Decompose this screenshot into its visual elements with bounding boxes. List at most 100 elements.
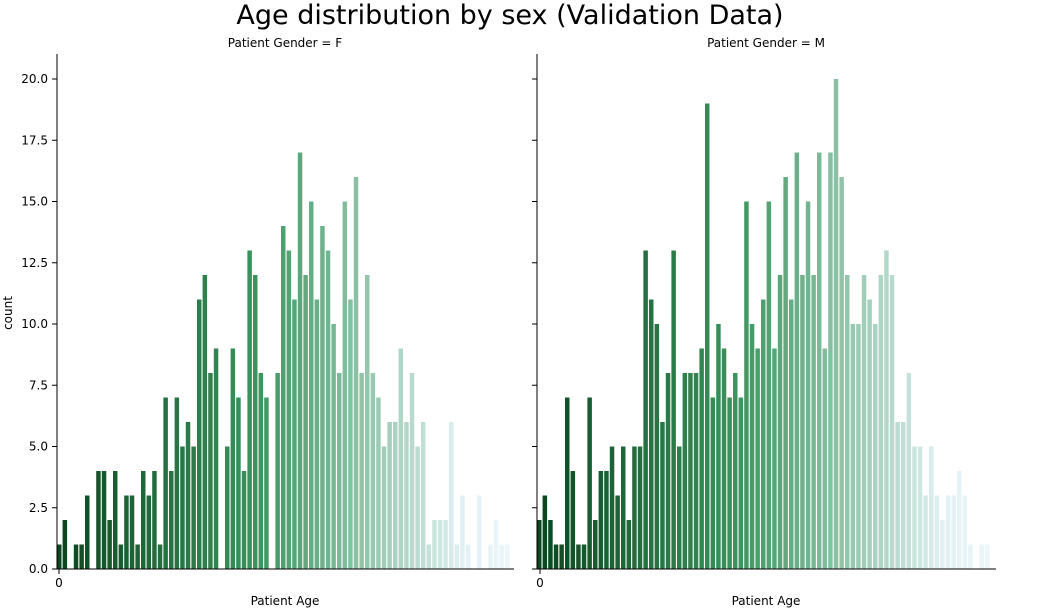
bar bbox=[626, 520, 632, 569]
bar bbox=[135, 544, 140, 569]
bar bbox=[202, 275, 208, 569]
bar bbox=[934, 495, 940, 569]
bar bbox=[96, 471, 101, 569]
bar bbox=[325, 250, 331, 569]
panel-subtitle: Patient Gender = M bbox=[707, 36, 825, 50]
y-tick-label: 0.0 bbox=[29, 562, 48, 576]
bar bbox=[570, 471, 576, 569]
y-tick-label: 7.5 bbox=[29, 378, 48, 392]
bar bbox=[615, 495, 620, 569]
bar bbox=[940, 520, 945, 569]
bar bbox=[565, 397, 570, 569]
bar bbox=[604, 471, 609, 569]
bar bbox=[581, 544, 587, 569]
bar bbox=[643, 250, 648, 569]
bar bbox=[381, 446, 387, 569]
bar bbox=[73, 544, 79, 569]
bar bbox=[609, 446, 615, 569]
bar bbox=[415, 446, 420, 569]
bar bbox=[85, 495, 90, 569]
bar bbox=[828, 152, 833, 569]
bar bbox=[733, 373, 738, 569]
bar bbox=[488, 544, 493, 569]
bar bbox=[923, 495, 928, 569]
x-axis-label: Patient Age bbox=[251, 594, 320, 608]
y-tick-label: 15.0 bbox=[21, 195, 48, 209]
bar bbox=[191, 446, 196, 569]
bar bbox=[968, 544, 973, 569]
panel-male: Patient Gender = M 0 Patient Age bbox=[532, 36, 996, 608]
bar bbox=[141, 471, 146, 569]
bar bbox=[124, 495, 129, 569]
bar bbox=[286, 250, 292, 569]
bar bbox=[208, 373, 213, 569]
bar bbox=[789, 299, 794, 569]
bar bbox=[861, 275, 867, 569]
y-tick-label: 12.5 bbox=[21, 256, 48, 270]
bar bbox=[682, 373, 688, 569]
bar bbox=[660, 422, 665, 569]
bar bbox=[337, 373, 342, 569]
bar bbox=[542, 495, 548, 569]
bar bbox=[62, 520, 68, 569]
bar bbox=[398, 348, 404, 569]
bar bbox=[710, 397, 716, 569]
bar bbox=[477, 495, 482, 569]
bar bbox=[884, 250, 889, 569]
bar bbox=[962, 495, 968, 569]
bar bbox=[404, 422, 409, 569]
bar bbox=[850, 324, 856, 569]
bar bbox=[794, 152, 800, 569]
bar bbox=[587, 397, 592, 569]
panel-female: Patient Gender = F 0.0 2.5 5.0 7.5 10.0 12.5 1… bbox=[21, 36, 514, 608]
bar bbox=[906, 373, 912, 569]
bar bbox=[213, 348, 219, 569]
bar bbox=[856, 324, 861, 569]
bar bbox=[359, 373, 364, 569]
x-tick-label: 0 bbox=[55, 576, 63, 590]
bar bbox=[320, 226, 325, 569]
bar bbox=[693, 373, 699, 569]
bar bbox=[314, 299, 320, 569]
bar-series bbox=[537, 79, 990, 569]
bar bbox=[637, 446, 643, 569]
bar bbox=[499, 544, 504, 569]
bar bbox=[421, 422, 426, 569]
bar bbox=[253, 275, 258, 569]
bar bbox=[761, 299, 766, 569]
bar bbox=[548, 520, 553, 569]
bar bbox=[432, 520, 437, 569]
bar bbox=[985, 544, 990, 569]
bar bbox=[817, 152, 822, 569]
bar bbox=[57, 544, 62, 569]
bar bbox=[370, 373, 376, 569]
bar bbox=[303, 275, 308, 569]
bar bbox=[146, 495, 152, 569]
bar bbox=[688, 373, 693, 569]
bar bbox=[901, 422, 906, 569]
bar bbox=[449, 422, 454, 569]
bar bbox=[845, 275, 850, 569]
x-tick-label: 0 bbox=[536, 576, 544, 590]
bar bbox=[331, 324, 336, 569]
bar bbox=[867, 299, 872, 569]
bar bbox=[677, 446, 682, 569]
bar bbox=[264, 397, 269, 569]
bar bbox=[598, 471, 604, 569]
bar bbox=[632, 446, 637, 569]
bar bbox=[129, 495, 135, 569]
bar bbox=[465, 544, 471, 569]
bar bbox=[197, 299, 202, 569]
bar bbox=[895, 422, 900, 569]
y-ticks: 0.0 2.5 5.0 7.5 10.0 12.5 15.0 17.5 20.0 bbox=[21, 72, 57, 576]
bar bbox=[348, 299, 353, 569]
bar bbox=[118, 544, 124, 569]
bar bbox=[716, 324, 721, 569]
bar bbox=[79, 544, 84, 569]
bar bbox=[649, 299, 654, 569]
bar bbox=[654, 324, 660, 569]
bar bbox=[505, 544, 510, 569]
bar bbox=[576, 544, 581, 569]
bar bbox=[559, 544, 564, 569]
